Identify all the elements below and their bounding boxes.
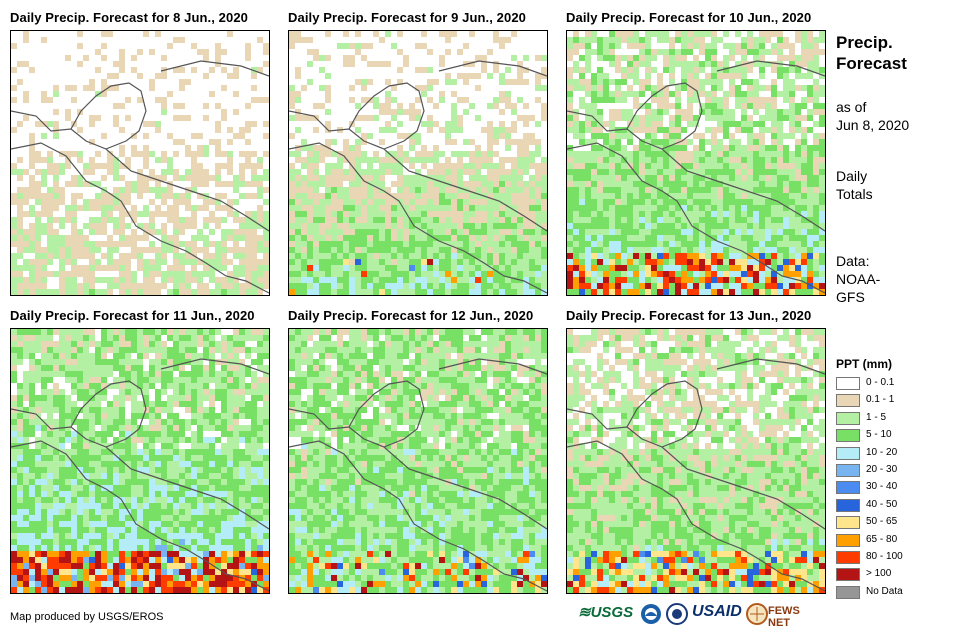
precip-map [10,30,270,296]
legend-label: 10 - 20 [866,446,898,458]
country-border [289,408,547,530]
country-border [348,380,425,448]
country-border [70,82,147,150]
country-border [11,142,269,294]
legend-label: No Data [866,585,903,597]
totals-line1: Daily [836,168,868,184]
as-of-label: as of [836,99,867,115]
sidebar-title-line2: Forecast [836,54,907,73]
island-outline [716,60,825,77]
legend-label: > 100 [866,568,892,580]
map-credit: Map produced by USGS/EROS [10,611,164,623]
legend-swatch [836,429,860,443]
legend-label: 1 - 5 [866,411,887,423]
panel-title: Daily Precip. Forecast for 13 Jun., 2020 [566,308,812,323]
legend-swatch [836,464,860,477]
country-border [289,110,547,232]
totals-line2: Totals [836,186,873,202]
legend-swatch [836,446,860,460]
dos-seal-icon [666,603,688,630]
country-border [567,408,825,530]
island-outline [160,358,269,375]
daily-totals: Daily Totals [836,167,873,203]
country-border [70,380,147,448]
island-outline [438,358,547,375]
precip-map [566,30,826,296]
country-border [11,408,269,530]
usaid-logo: USAID [692,603,742,620]
data-source-label: Data: [836,253,870,269]
legend-label: 50 - 65 [866,516,898,528]
legend-label: 30 - 40 [866,481,898,493]
legend-swatch [836,585,860,599]
legend-label: 80 - 100 [866,551,903,562]
data-source: Data: NOAA- GFS [836,252,880,306]
panel-title: Daily Precip. Forecast for 8 Jun., 2020 [10,10,249,25]
legend-label: 65 - 80 [866,533,898,545]
panel-title: Daily Precip. Forecast for 9 Jun., 2020 [288,10,527,25]
island-outline [160,60,269,77]
country-border [11,440,269,592]
legend-swatch [836,394,860,408]
legend-swatch [836,533,860,547]
country-border [11,110,269,232]
data-source-line3: GFS [836,289,865,305]
legend-swatch [836,481,860,495]
legend-label: 5 - 10 [866,429,892,441]
as-of-date: as of Jun 8, 2020 [836,98,909,134]
legend-swatch [836,551,860,564]
noaa-logo-icon [640,603,662,630]
data-source-line2: NOAA- [836,271,881,287]
legend-label: 20 - 30 [866,464,898,475]
precip-map [566,328,826,594]
legend-label: 0.1 - 1 [866,394,895,406]
precip-map [288,30,548,296]
usgs-logo: ≋USGS [578,604,634,621]
island-outline [716,358,825,375]
precip-map [288,328,548,594]
legend-swatch [836,411,860,425]
legend-label: 0 - 0.1 [866,377,895,388]
legend-swatch [836,516,860,530]
legend-swatch [836,498,860,512]
island-outline [438,60,547,77]
as-of-value: Jun 8, 2020 [836,117,910,133]
sidebar-title: Precip. Forecast [836,32,907,74]
legend-swatch [836,568,860,582]
precip-map [10,328,270,594]
country-border [626,380,703,448]
country-border [289,142,547,294]
sidebar-title-line1: Precip. [836,33,893,52]
country-border [567,440,825,592]
legend-title: PPT (mm) [836,357,893,371]
legend-swatch [836,377,860,390]
country-border [567,110,825,232]
country-border [626,82,703,150]
country-border [348,82,425,150]
country-border [289,440,547,592]
country-border [567,142,825,294]
legend-label: 40 - 50 [866,498,898,510]
fewsnet-logo: FEWS NET [768,605,800,629]
panel-title: Daily Precip. Forecast for 11 Jun., 2020 [10,308,255,323]
panel-title: Daily Precip. Forecast for 12 Jun., 2020 [288,308,534,323]
panel-title: Daily Precip. Forecast for 10 Jun., 2020 [566,10,812,25]
fews-globe-icon [746,603,768,630]
